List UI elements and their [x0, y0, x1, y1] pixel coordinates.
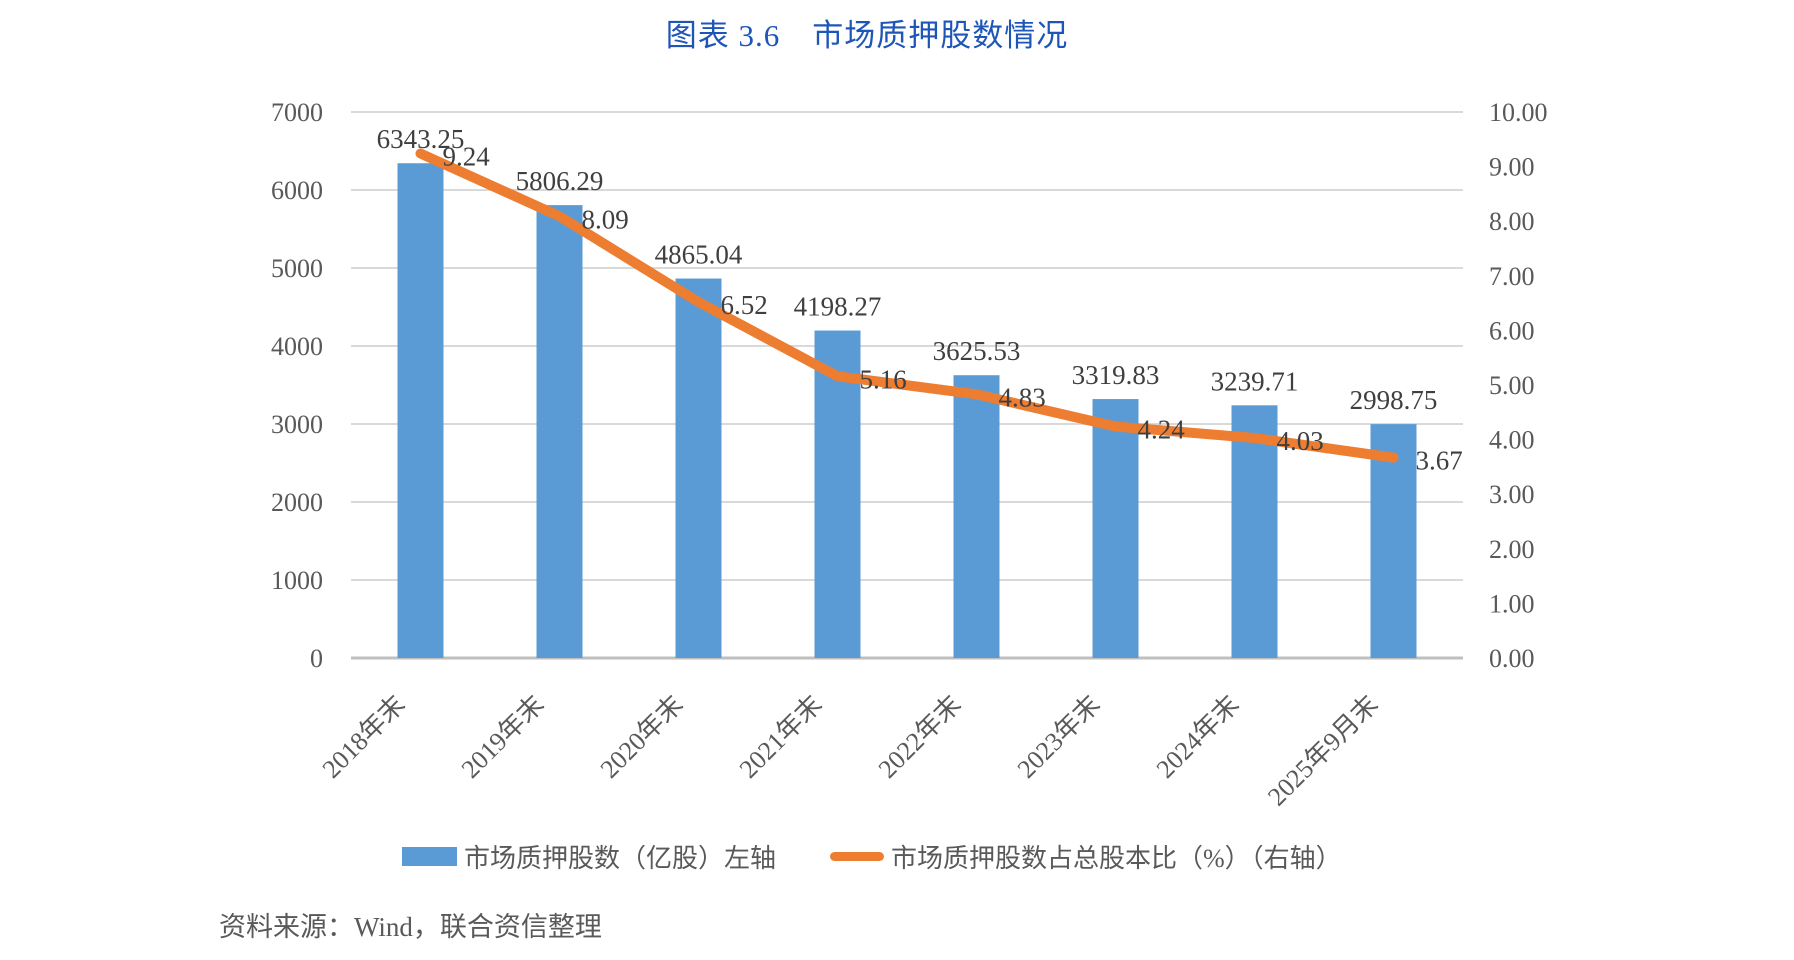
x-axis-category-label: 2020年末 [595, 690, 689, 784]
left-axis-tick-label: 1000 [271, 566, 323, 595]
right-axis-tick-label: 10.00 [1489, 98, 1548, 127]
right-axis-tick-label: 4.00 [1489, 426, 1535, 455]
bar-value-label: 4865.04 [655, 240, 743, 270]
line-value-label: 4.24 [1138, 414, 1186, 444]
line-value-label: 5.16 [860, 364, 907, 394]
chart-legend: 市场质押股数（亿股）左轴 市场质押股数占总股本比（%）（右轴） [402, 838, 1342, 875]
bar [1231, 405, 1278, 658]
left-axis-tick-label: 0 [310, 644, 323, 673]
bar-value-label: 3625.53 [933, 336, 1021, 366]
right-axis-tick-label: 8.00 [1489, 207, 1535, 236]
bar [675, 278, 722, 658]
legend-item-label: 市场质押股数占总股本比（%）（右轴） [891, 844, 1342, 873]
source-note: 资料来源：Wind，联合资信整理 [219, 912, 602, 942]
bar-value-label: 4198.27 [794, 292, 882, 322]
chart-title: 图表 3.6 市场质押股数情况 [665, 18, 1069, 53]
x-axis-category-label: 2021年末 [734, 690, 828, 784]
bar-value-label: 5806.29 [516, 166, 604, 196]
right-axis-tick-label: 1.00 [1489, 589, 1535, 618]
x-axis-category-label: 2019年末 [456, 690, 550, 784]
line-value-label: 4.03 [1277, 426, 1324, 456]
right-axis-tick-label: 3.00 [1489, 480, 1535, 509]
bar-value-label: 3319.83 [1072, 360, 1160, 390]
legend-item-line-series: 市场质押股数占总股本比（%）（右轴） [830, 838, 1342, 875]
bar [1092, 399, 1139, 658]
left-axis-tick-label: 2000 [271, 488, 323, 517]
x-axis-category-label: 2024年末 [1151, 690, 1245, 784]
bar [397, 163, 444, 658]
line-value-label: 8.09 [582, 204, 629, 234]
legend-item-label: 市场质押股数（亿股）左轴 [464, 844, 777, 873]
x-axis-category-label: 2018年末 [317, 690, 411, 784]
ratio-line [415, 148, 1399, 463]
line-value-label: 6.52 [721, 290, 768, 320]
line-series-swatch-icon [830, 852, 885, 861]
line-value-label: 9.24 [443, 141, 491, 171]
bar-value-label: 2998.75 [1350, 385, 1438, 415]
bar [536, 205, 583, 658]
line-value-label: 4.83 [999, 382, 1046, 412]
left-axis-tick-label: 6000 [271, 176, 323, 205]
left-axis-tick-label: 4000 [271, 332, 323, 361]
right-axis-tick-label: 2.00 [1489, 535, 1535, 564]
x-axis-category-label: 2023年末 [1012, 690, 1106, 784]
bar [953, 375, 1000, 658]
right-axis-tick-label: 7.00 [1489, 262, 1535, 291]
right-axis-tick-label: 0.00 [1489, 644, 1535, 673]
combo-chart: 7000 6000 5000 4000 3000 2000 1000 0 10.00 9.00 8.… [271, 98, 1548, 812]
bar [1370, 424, 1417, 658]
line-value-label: 3.67 [1416, 446, 1463, 476]
bar-value-label: 3239.71 [1211, 366, 1299, 396]
left-axis-tick-label: 7000 [271, 98, 323, 127]
right-axis-tick-label: 9.00 [1489, 153, 1535, 182]
right-axis-tick-label: 6.00 [1489, 316, 1535, 345]
left-axis-tick-label: 5000 [271, 254, 323, 283]
bar [814, 330, 861, 658]
legend-item-bar-series: 市场质押股数（亿股）左轴 [402, 838, 776, 875]
right-axis-tick-label: 5.00 [1489, 371, 1535, 400]
bar-series-swatch-icon [402, 847, 457, 866]
x-axis-category-label: 2025年9月末 [1262, 690, 1384, 812]
left-axis-tick-label: 3000 [271, 410, 323, 439]
x-axis-category-label: 2022年末 [873, 690, 967, 784]
